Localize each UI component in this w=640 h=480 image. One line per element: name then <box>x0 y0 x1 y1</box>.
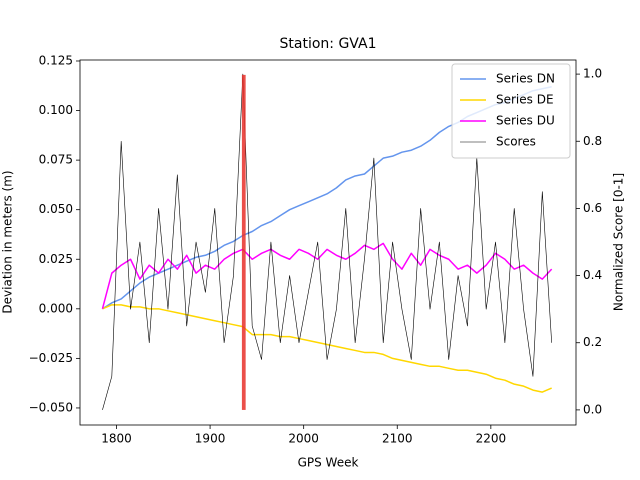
x-axis-label: GPS Week <box>298 456 359 470</box>
y2-axis-label: Normalized Score [0-1] <box>612 173 626 311</box>
y-tick-label: 0.000 <box>39 301 73 315</box>
series-line <box>102 304 552 393</box>
y2-tick-label: 1.0 <box>583 67 602 81</box>
y-tick-label: −0.025 <box>29 351 73 365</box>
x-tick-label: 2200 <box>476 432 507 446</box>
y-tick-label: −0.050 <box>29 400 73 414</box>
y-tick-label: 0.050 <box>39 202 73 216</box>
legend-label: Series DE <box>496 93 554 107</box>
highlight-band <box>241 74 246 410</box>
chart-title: Station: GVA1 <box>280 36 377 52</box>
y-tick-label: 0.075 <box>39 153 73 167</box>
y-tick-label: 0.025 <box>39 252 73 266</box>
y-tick-label: 0.100 <box>39 103 73 117</box>
legend-box <box>451 63 571 159</box>
y-axis-label: Deviation in meters (m) <box>1 170 15 313</box>
x-tick-label: 1800 <box>101 432 132 446</box>
y-tick-label: 0.125 <box>39 53 73 67</box>
y2-tick-label: 0.2 <box>583 335 602 349</box>
series-line <box>101 242 553 310</box>
x-tick-label: 2100 <box>382 432 413 446</box>
legend-label: Scores <box>496 135 536 149</box>
legend-label: Series DN <box>496 72 555 86</box>
y2-tick-label: 0.0 <box>583 402 602 416</box>
legend-label: Series DU <box>496 114 555 128</box>
plot-frame <box>79 59 577 426</box>
x-tick-label: 1900 <box>195 432 226 446</box>
x-tick-label: 2000 <box>288 432 319 446</box>
y2-tick-label: 0.4 <box>583 268 602 282</box>
y2-tick-label: 0.8 <box>583 134 602 148</box>
y2-tick-label: 0.6 <box>583 201 602 215</box>
